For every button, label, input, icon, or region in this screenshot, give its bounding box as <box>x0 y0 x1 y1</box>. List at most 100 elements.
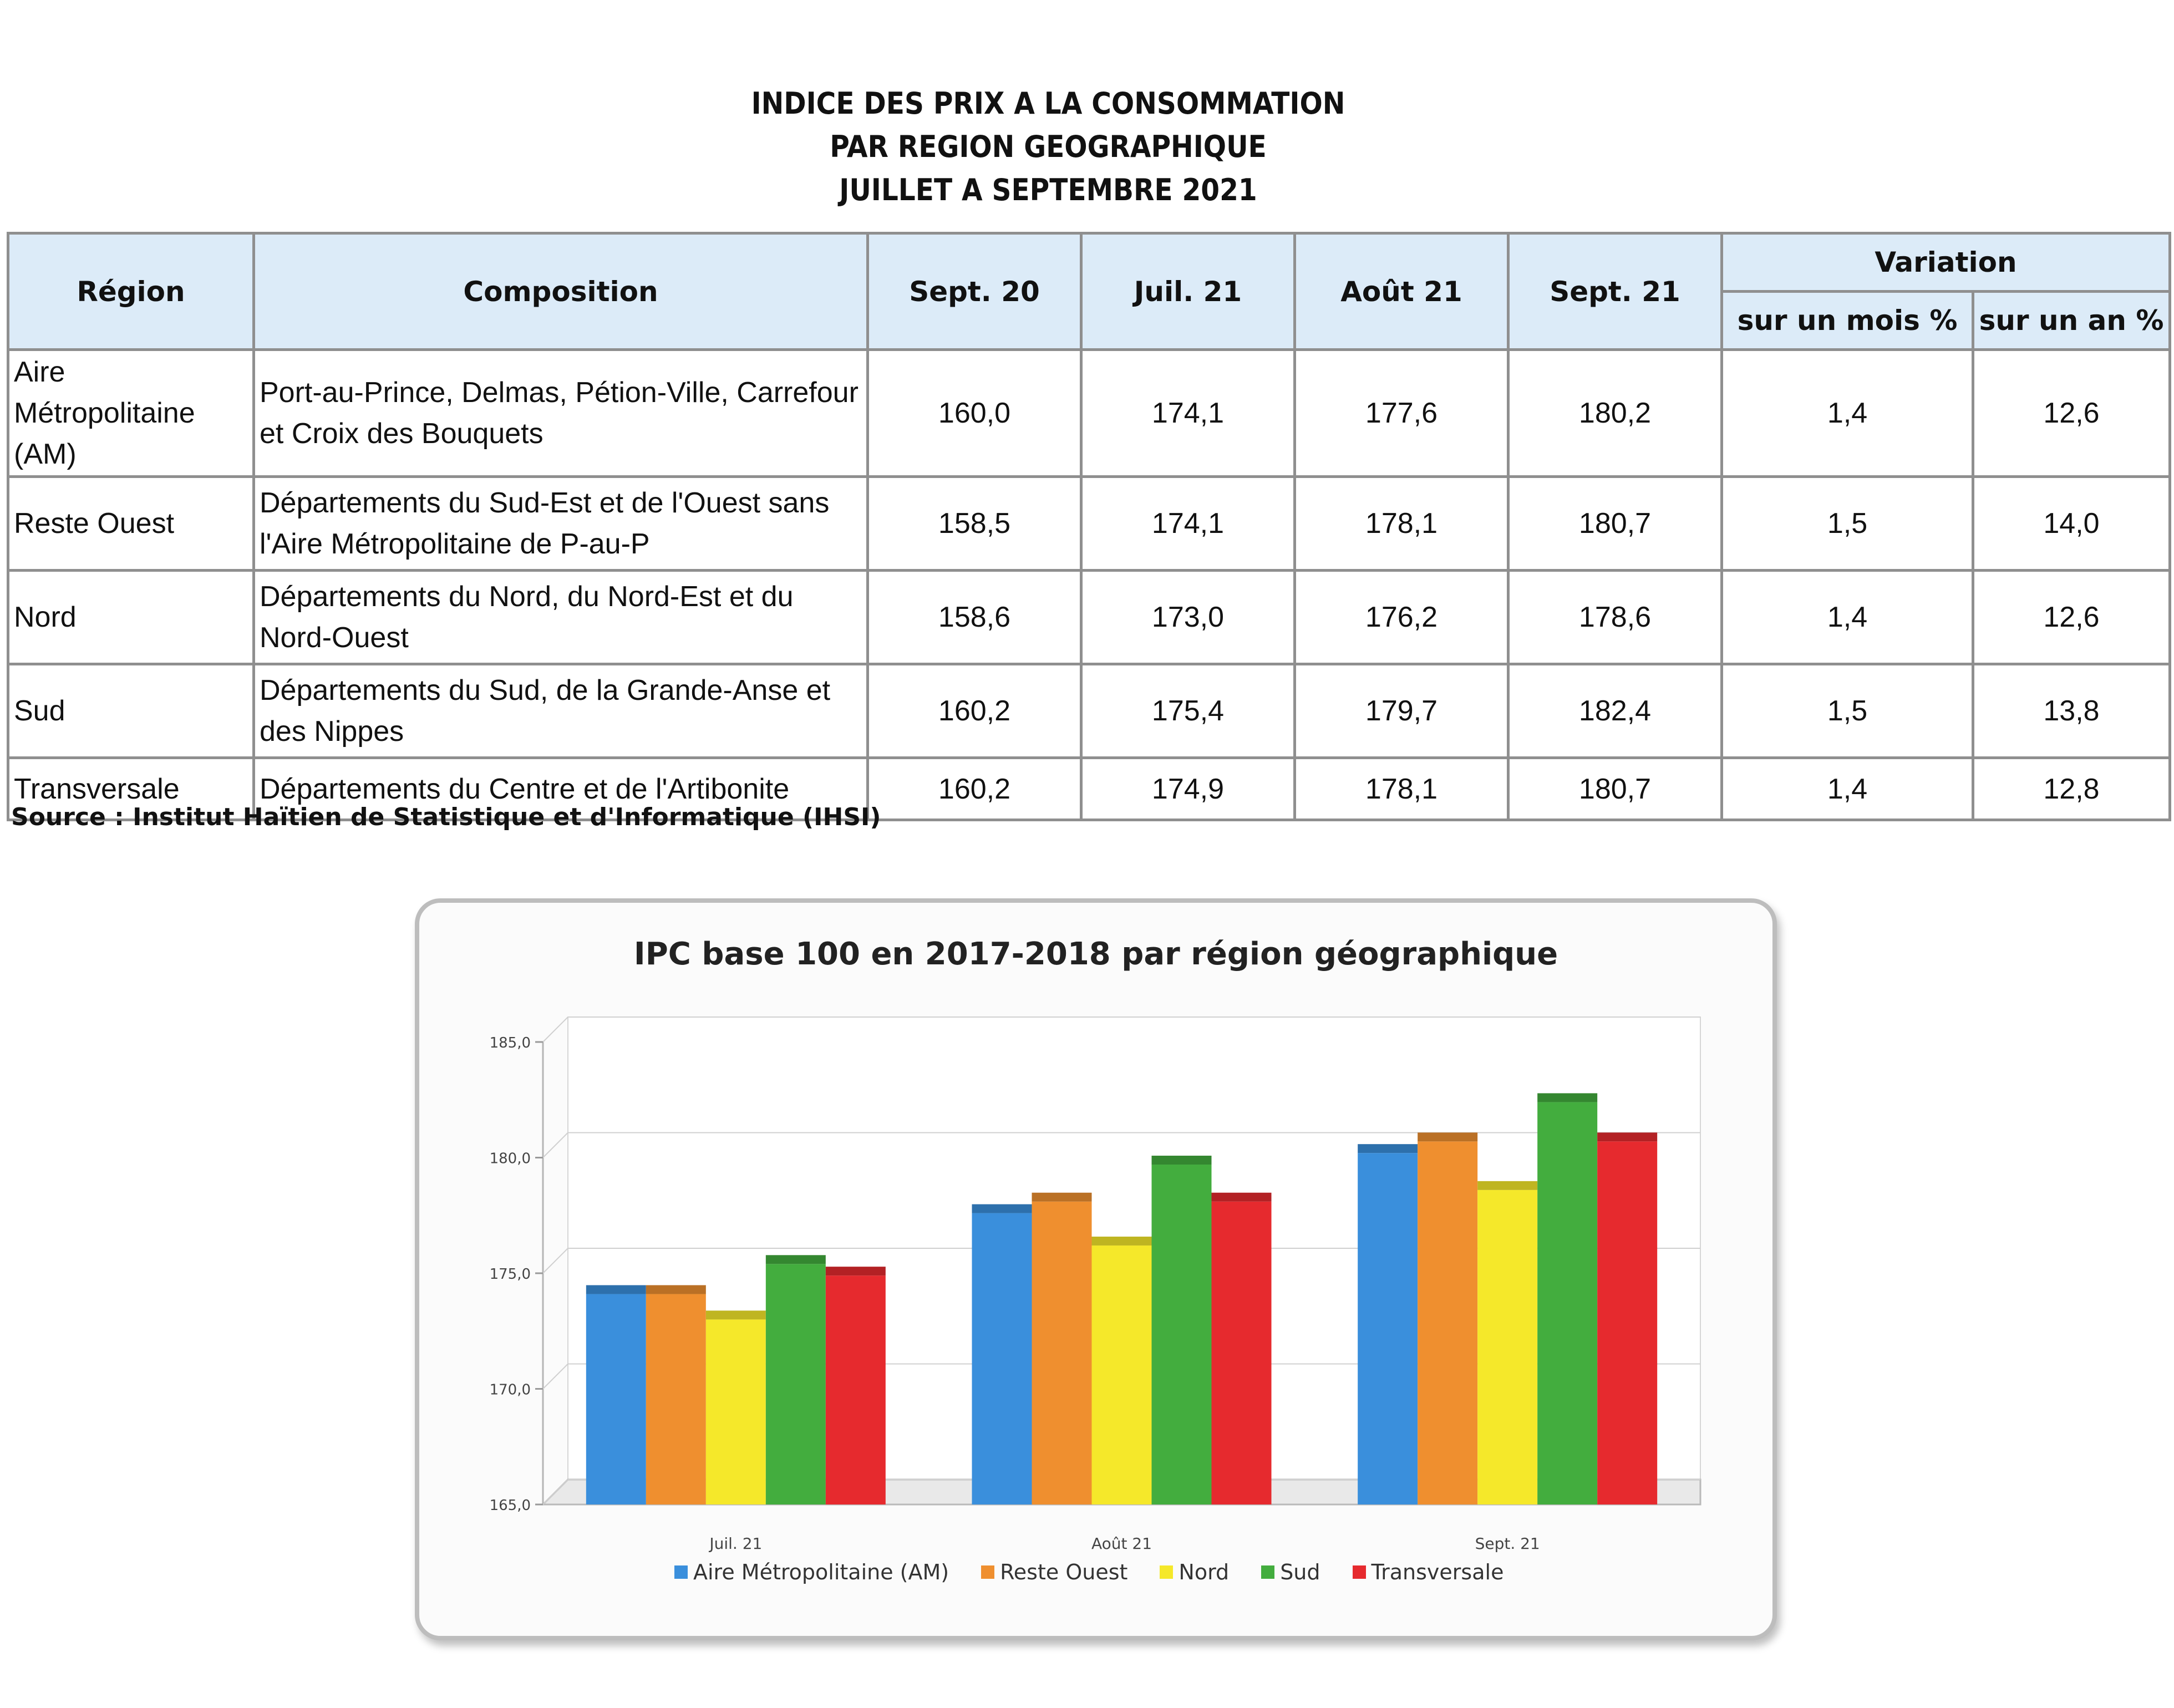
x-tick-label: Août 21 <box>1091 1534 1152 1553</box>
table-row: Sud Départements du Sud, de la Grande-An… <box>7 663 2172 759</box>
title-line-2: PAR REGION GEOGRAPHIQUE <box>830 129 1267 164</box>
legend-label: Aire Métropolitaine (AM) <box>693 1560 949 1584</box>
cell-composition: Port-au-Prince, Delmas, Pétion-Ville, Ca… <box>252 348 869 478</box>
header-sept20: Sept. 20 <box>866 232 1083 351</box>
y-tick-label: 185,0 <box>490 1035 531 1051</box>
bar-top <box>1211 1192 1272 1202</box>
cell-composition: Départements du Nord, du Nord-Est et du … <box>252 569 869 665</box>
x-tick-label: Juil. 21 <box>708 1534 762 1553</box>
cell-juil21: 174,1 <box>1080 348 1296 478</box>
cell-composition: Départements du Centre et de l'Artibonit… <box>252 756 869 821</box>
header-composition: Composition <box>252 232 869 351</box>
cell-sept21: 178,6 <box>1507 569 1723 665</box>
bar-top <box>1418 1132 1478 1142</box>
header-var-an: sur un an % <box>1971 290 2172 351</box>
bar <box>1477 1190 1538 1504</box>
bar-top <box>765 1255 826 1264</box>
cell-sept20: 160,2 <box>866 663 1083 759</box>
bar <box>825 1275 886 1504</box>
legend-item: Nord <box>1160 1560 1229 1584</box>
cell-var-an: 12,8 <box>1971 756 2172 821</box>
header-sept21: Sept. 21 <box>1507 232 1723 351</box>
cell-region: Transversale <box>7 756 255 821</box>
bar <box>1358 1153 1418 1504</box>
bar-chart: 165,0 170,0 175,0 180,0 185,0 Juil. 21 Août 21… <box>490 1016 1701 1553</box>
cell-sept21: 180,7 <box>1507 756 1723 821</box>
legend-label: Sud <box>1280 1560 1320 1584</box>
bar-top <box>825 1267 886 1276</box>
legend-swatch <box>981 1565 995 1579</box>
bar-top <box>705 1310 766 1320</box>
cell-var-mois: 1,5 <box>1720 475 1974 572</box>
bar-top <box>1032 1192 1092 1202</box>
cell-sept20: 160,0 <box>866 348 1083 478</box>
chart-legend: Aire Métropolitaine (AM) Reste Ouest Nord S… <box>674 1560 1503 1584</box>
legend-item: Aire Métropolitaine (AM) <box>674 1560 949 1584</box>
cell-juil21: 174,1 <box>1080 475 1296 572</box>
cell-sept20: 158,6 <box>866 569 1083 665</box>
cell-composition: Départements du Sud-Est et de l'Ouest sa… <box>252 475 869 572</box>
cell-sept21: 182,4 <box>1507 663 1723 759</box>
cell-var-mois: 1,5 <box>1720 663 1974 759</box>
legend-item: Transversale <box>1352 1560 1504 1584</box>
legend-swatch <box>1352 1565 1366 1579</box>
bar <box>1211 1201 1272 1504</box>
cell-var-mois: 1,4 <box>1720 348 1974 478</box>
gridline-diagonal <box>542 1016 568 1043</box>
cell-var-mois: 1,4 <box>1720 756 1974 821</box>
header-region: Région <box>7 232 255 351</box>
y-tick-label: 170,0 <box>490 1382 531 1399</box>
legend-item: Reste Ouest <box>981 1560 1127 1584</box>
bar-top <box>1597 1132 1658 1142</box>
cell-aout21: 178,1 <box>1293 475 1510 572</box>
bar <box>1032 1201 1092 1504</box>
source-note: Source : Institut Haïtien de Statistique… <box>11 803 881 831</box>
gridline-diagonal <box>542 1132 568 1158</box>
gridline-diagonal <box>542 1248 568 1274</box>
bar-top <box>1477 1181 1538 1190</box>
table-row: Aire Métropolitaine (AM) Port-au-Prince,… <box>7 348 2172 478</box>
header-juil21: Juil. 21 <box>1080 232 1296 351</box>
gridline-diagonal <box>542 1479 568 1505</box>
cell-juil21: 175,4 <box>1080 663 1296 759</box>
gridline-diagonal <box>542 1363 568 1390</box>
title-line-1: INDICE DES PRIX A LA CONSOMMATION <box>751 86 1345 121</box>
bar-top <box>1358 1144 1418 1153</box>
legend-swatch <box>674 1565 688 1579</box>
cell-var-an: 14,0 <box>1971 475 2172 572</box>
y-tick-label: 175,0 <box>490 1266 531 1283</box>
bar-top <box>1091 1236 1152 1246</box>
legend-swatch <box>1261 1565 1275 1579</box>
chart-panel: IPC base 100 en 2017-2018 par région géo… <box>415 898 1777 1640</box>
bar <box>1151 1165 1212 1504</box>
header-variation: Variation <box>1720 232 2172 293</box>
cell-sept21: 180,7 <box>1507 475 1723 572</box>
cell-var-an: 12,6 <box>1971 348 2172 478</box>
bar <box>646 1294 706 1504</box>
y-tick-label: 165,0 <box>490 1497 531 1514</box>
cell-composition: Départements du Sud, de la Grande-Anse e… <box>252 663 869 759</box>
bar <box>1537 1102 1598 1504</box>
bar-top <box>1151 1156 1212 1165</box>
bar <box>1418 1141 1478 1504</box>
chart-title: IPC base 100 en 2017-2018 par région géo… <box>633 936 1558 972</box>
legend-label: Transversale <box>1371 1560 1504 1584</box>
legend-label: Reste Ouest <box>1000 1560 1128 1584</box>
bar-top <box>1537 1093 1598 1102</box>
cell-juil21: 173,0 <box>1080 569 1296 665</box>
table-row: Reste Ouest Départements du Sud-Est et d… <box>7 475 2172 572</box>
cell-aout21: 178,1 <box>1293 756 1510 821</box>
cell-var-mois: 1,4 <box>1720 569 1974 665</box>
bar <box>586 1294 646 1504</box>
bar <box>972 1213 1032 1504</box>
cell-var-an: 13,8 <box>1971 663 2172 759</box>
header-var-mois: sur un mois % <box>1720 290 1974 351</box>
y-tick-label: 180,0 <box>490 1151 531 1167</box>
table-row: Nord Départements du Nord, du Nord-Est e… <box>7 569 2172 665</box>
bar-top <box>586 1285 646 1294</box>
bar <box>1091 1245 1152 1504</box>
x-tick-label: Sept. 21 <box>1475 1534 1540 1553</box>
bar-top <box>646 1285 706 1294</box>
cell-region: Sud <box>7 663 255 759</box>
cell-var-an: 12,6 <box>1971 569 2172 665</box>
